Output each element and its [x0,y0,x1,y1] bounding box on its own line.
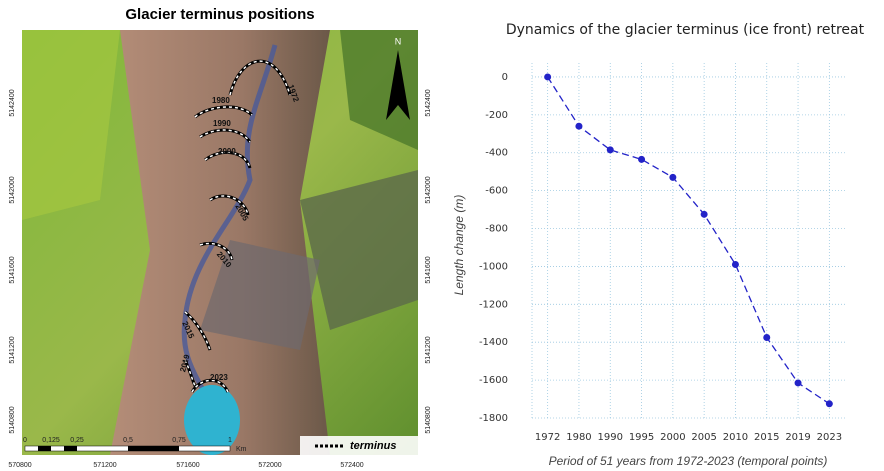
data-point [794,379,802,387]
y-tick-label: -200 [485,110,508,121]
data-point [825,400,833,408]
map-x-label: 572000 [258,462,281,469]
scale-label: 0,75 [172,437,186,444]
coordinates: 5142400 5142400 5142000 5142000 5141600 51416… [8,89,432,469]
x-tick-label: 2005 [691,432,716,443]
map-y-label: 5140800 [9,406,16,433]
x-tick-label: 2000 [660,432,685,443]
scale-label: 0,25 [70,437,84,444]
data-point [700,210,708,218]
y-axis-label: Length change (m) [452,195,466,296]
x-tick-label: 1972 [535,432,560,443]
map-y-label: 5141200 [9,336,16,363]
data-point [763,333,771,341]
series-line [547,76,830,405]
x-tick-label: 2010 [723,432,748,443]
data-point [669,173,677,181]
map-y-label: 5141200 [425,336,432,363]
y-tick-label: -800 [485,224,508,235]
map-panel: Glacier terminus positions 1972 1980 199… [8,6,432,469]
scale-label: 1 [228,437,232,444]
y-tick-label: -1800 [479,413,508,424]
data-point [544,73,552,81]
x-tick-label: 2019 [785,432,810,443]
x-tick-label: 1990 [598,432,623,443]
map-x-label: 572400 [340,462,363,469]
x-axis-label: Period of 51 years from 1972-2023 (tempo… [549,454,828,468]
scale-bar: 0 0,125 0,25 0,5 0,75 1 Km [23,437,247,453]
terminus-dashes [184,60,291,393]
scale-label: 0,125 [42,437,60,444]
map-y-label: 5141600 [425,256,432,283]
data-point [731,261,739,269]
ridge [300,170,418,330]
scale-label: 0 [23,437,27,444]
x-tick-label: 2015 [754,432,779,443]
x-tick-label: 2023 [817,432,842,443]
map-y-label: 5140800 [425,406,432,433]
map-x-label: 571200 [93,462,116,469]
lake [184,385,240,455]
year-label: 1980 [212,96,230,105]
data-point [638,155,646,163]
scale-unit: Km [236,446,247,453]
moraine [200,240,320,350]
scale-label: 0,5 [123,437,133,444]
map-legend: terminus [300,436,418,455]
north-label: N [395,36,402,46]
valley [110,30,330,455]
map-title: Glacier terminus positions [125,6,314,23]
chart-title: Dynamics of the glacier terminus (ice fr… [506,22,865,38]
year-label: 1990 [213,119,231,128]
y-tick-label: -1000 [479,261,508,272]
data-point [606,146,614,154]
river [181,44,278,396]
map-x-label: 571600 [176,462,199,469]
north-arrow: N [386,36,410,120]
x-tick-label: 1980 [566,432,591,443]
data-point [575,122,583,130]
map-y-label: 5142400 [9,89,16,116]
y-tick-label: -1200 [479,299,508,310]
y-tick-label: -1600 [479,375,508,386]
map-y-label: 5141600 [9,256,16,283]
legend-label: terminus [350,440,396,452]
meadow [22,30,120,220]
chart: Dynamics of the glacier terminus (ice fr… [452,22,864,468]
map-y-label: 5142400 [425,89,432,116]
map-y-label: 5142000 [9,176,16,203]
year-label: 2000 [218,147,236,156]
y-tick-label: -400 [485,148,508,159]
year-label: 2023 [210,373,228,382]
map-x-label: 570800 [8,462,31,469]
y-tick-label: -1400 [479,337,508,348]
map-y-label: 5142000 [425,176,432,203]
x-tick-label: 1995 [629,432,654,443]
y-tick-label: -600 [485,186,508,197]
y-tick-label: 0 [502,72,508,83]
